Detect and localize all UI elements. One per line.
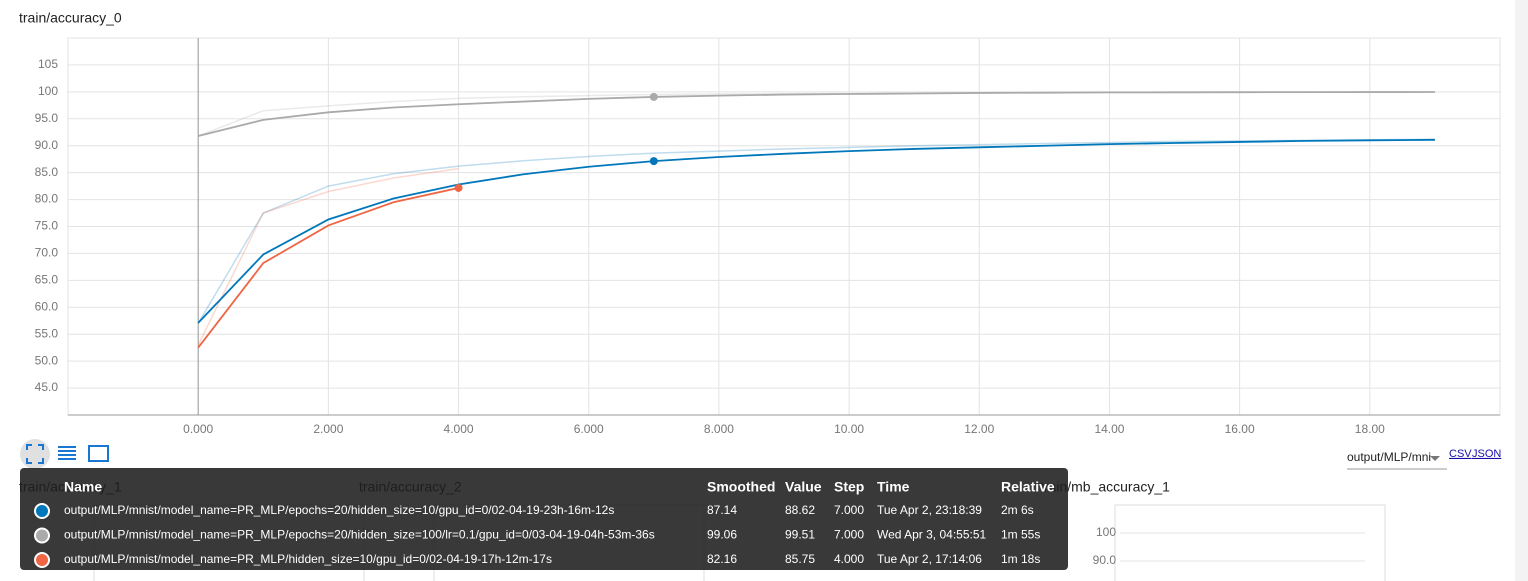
toolbar-button-bg <box>20 439 50 469</box>
tooltip-header: Step <box>834 479 864 495</box>
tooltip-cell: Tue Apr 2, 23:18:39 <box>877 503 982 517</box>
export-link[interactable]: JSON <box>1472 448 1501 460</box>
x-tick-label: 14.00 <box>1094 422 1124 436</box>
tooltip-cell: 4.000 <box>834 552 864 566</box>
tooltip-bg <box>20 468 1068 570</box>
log-icon[interactable] <box>58 446 76 460</box>
raw-line <box>197 138 1435 324</box>
run-swatch <box>34 552 50 568</box>
tooltip-cell: Wed Apr 3, 04:55:51 <box>877 528 987 542</box>
tooltip-cell: 87.14 <box>707 503 737 517</box>
y-tick-label: 75.0 <box>35 219 59 233</box>
mini-y-tick-label: 90.0 <box>1093 553 1117 567</box>
tooltip-cell: Tue Apr 2, 17:14:06 <box>877 552 982 566</box>
tooltip-cell: 99.06 <box>707 528 737 542</box>
export-link[interactable]: CSV <box>1449 448 1472 460</box>
x-tick-label: 8.000 <box>704 422 734 436</box>
y-tick-label: 95.0 <box>35 111 59 125</box>
x-tick-label: 6.000 <box>574 422 604 436</box>
x-tick-label: 16.00 <box>1225 422 1255 436</box>
y-tick-label: 90.0 <box>35 138 59 152</box>
hover-dot <box>454 183 463 192</box>
tooltip-cell: 1m 55s <box>1001 528 1040 542</box>
hover-dot <box>649 157 658 166</box>
tooltip-cell: 7.000 <box>834 528 864 542</box>
tooltip-cell: 85.75 <box>785 552 815 566</box>
tooltip-cell: 1m 18s <box>1001 552 1040 566</box>
chart-title: train/accuracy_0 <box>19 10 122 26</box>
tooltip-cell: 99.51 <box>785 528 815 542</box>
tooltip-cell: output/MLP/mnist/model_name=PR_MLP/hidde… <box>64 552 552 566</box>
raw-line <box>197 91 1435 137</box>
tooltip-header: Time <box>877 479 910 495</box>
y-tick-label: 55.0 <box>35 326 59 340</box>
run-swatch <box>34 527 50 544</box>
y-tick-label: 85.0 <box>35 165 59 179</box>
x-tick-label: 4.000 <box>444 422 474 436</box>
smoothed-line <box>197 187 459 349</box>
tooltip-header: Name <box>64 479 102 495</box>
smoothed-line <box>197 91 1435 137</box>
y-tick-label: 105 <box>38 57 58 71</box>
plot: 45.0 50.0 55.0 60.0 65.0 70.0 75.0 80.0 85.0 90.0… <box>35 37 1501 436</box>
raw-line <box>197 167 459 346</box>
y-tick-label: 65.0 <box>35 273 59 287</box>
run-selector[interactable]: output/MLP/mni <box>1347 450 1431 464</box>
tooltip-cell: 88.62 <box>785 503 815 517</box>
tooltip-cell: 7.000 <box>834 503 864 517</box>
tooltip-cell: output/MLP/mnist/model_name=PR_MLP/epoch… <box>64 528 655 542</box>
x-tick-label: 18.00 <box>1355 422 1385 436</box>
tooltip-cell: output/MLP/mnist/model_name=PR_MLP/epoch… <box>64 503 614 517</box>
y-tick-label: 45.0 <box>35 380 59 394</box>
fit-icon[interactable] <box>26 444 44 464</box>
tooltip-header: Relative <box>1001 479 1055 495</box>
domain-icon[interactable] <box>88 445 109 462</box>
y-tick-label: 70.0 <box>35 246 59 260</box>
y-tick-label: 50.0 <box>35 353 59 367</box>
mini-y-tick-label: 100 <box>1096 525 1116 539</box>
dropdown-arrow[interactable] <box>1430 456 1440 461</box>
smoothed-line <box>197 138 1435 324</box>
x-tick-label: 2.000 <box>313 422 343 436</box>
y-tick-label: 60.0 <box>35 299 59 313</box>
tooltip-cell: 82.16 <box>707 552 737 566</box>
tooltip: Name Smoothed Value Step Time Relative output/… <box>20 468 1068 570</box>
tooltip-header: Smoothed <box>707 479 775 495</box>
x-tick-label: 10.00 <box>834 422 864 436</box>
y-tick-label: 100 <box>38 84 58 98</box>
tooltip-header: Value <box>785 479 822 495</box>
scrollbar[interactable] <box>1515 0 1528 581</box>
x-tick-label: 12.00 <box>964 422 994 436</box>
tooltip-cell: 2m 6s <box>1001 503 1034 517</box>
mini-chart-title: train/mb_accuracy_1 <box>1040 479 1170 495</box>
x-tick-label: 0.000 <box>183 422 213 436</box>
hover-dot <box>649 92 658 101</box>
run-swatch <box>34 503 50 519</box>
mini-chart-frame <box>1114 504 1386 581</box>
y-tick-label: 80.0 <box>35 192 59 206</box>
